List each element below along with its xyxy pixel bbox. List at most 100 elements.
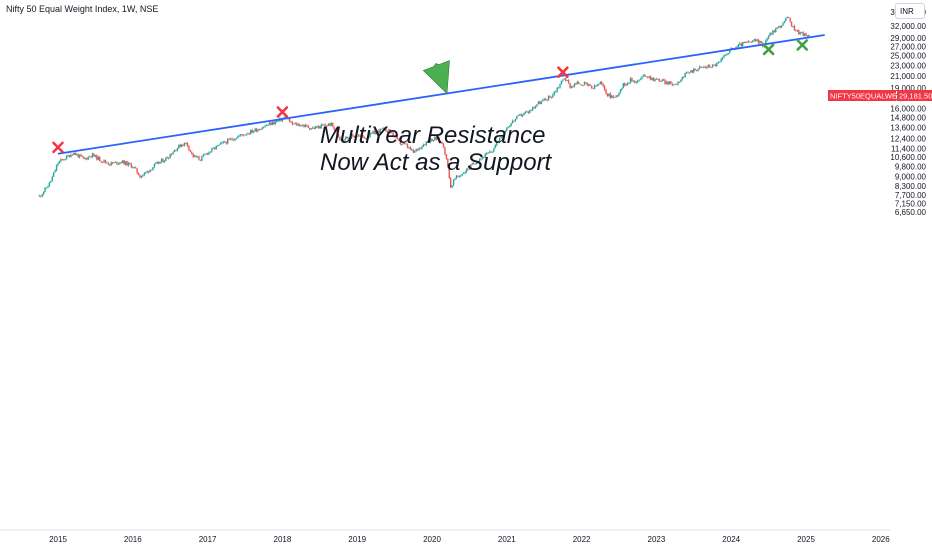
candle-body — [314, 126, 317, 129]
candle-body — [530, 110, 532, 112]
candle-body — [688, 72, 691, 74]
candle-body — [88, 156, 91, 158]
candle-body — [485, 153, 488, 155]
candle-body — [739, 43, 741, 45]
candle-body — [736, 46, 738, 48]
candle-body — [206, 153, 209, 155]
candle-body — [270, 122, 272, 125]
candle-body — [214, 147, 216, 150]
candle-body — [166, 157, 169, 159]
candle-body — [188, 145, 190, 150]
candle-body — [245, 134, 248, 136]
candle-body — [260, 129, 262, 131]
candle-body — [225, 142, 227, 144]
candle-body — [323, 124, 325, 126]
candle-body — [434, 137, 436, 140]
candle-body — [533, 107, 535, 108]
candle-body — [211, 148, 213, 152]
y-tick-label: 16,000.00 — [890, 104, 926, 113]
candle-body — [365, 138, 367, 140]
candle-body — [637, 80, 639, 82]
candle-body — [671, 83, 673, 86]
candle-body — [317, 126, 320, 128]
candle-body — [162, 159, 164, 163]
candle-body — [798, 30, 800, 35]
candle-body — [470, 164, 472, 169]
candle-body — [375, 131, 377, 135]
candle-body — [237, 136, 239, 139]
candle-body — [516, 116, 518, 119]
candle-body — [803, 33, 806, 36]
candle-body — [616, 95, 619, 97]
candle-body — [242, 134, 245, 136]
candle-body — [698, 66, 701, 69]
candle-body — [238, 135, 240, 137]
x-tick-label: 2017 — [199, 535, 217, 544]
candle-body — [68, 155, 71, 158]
candle-body — [605, 89, 607, 94]
candle-body — [717, 62, 719, 63]
candle-body — [555, 91, 557, 93]
candle-body — [147, 171, 150, 173]
candle-body — [71, 154, 74, 156]
candle-body — [468, 168, 471, 170]
candle-body — [126, 161, 128, 166]
candle-body — [752, 40, 754, 43]
candle-body — [743, 42, 745, 43]
y-tick-label: 10,600.00 — [890, 153, 926, 162]
candle-body — [721, 57, 724, 60]
currency-selector[interactable]: INR — [895, 3, 925, 19]
candle-body — [178, 144, 180, 149]
candle-body — [156, 161, 158, 163]
candle-body — [501, 135, 504, 138]
candle-body — [306, 124, 308, 126]
candle-body — [370, 133, 373, 134]
candle-body — [196, 156, 199, 158]
resistance-trendline[interactable] — [57, 34, 825, 155]
candle-body — [150, 169, 153, 171]
candle-body — [424, 144, 426, 146]
y-tick-label: 9,000.00 — [895, 172, 927, 181]
candle-body — [683, 76, 685, 78]
candle-body — [389, 129, 391, 133]
candle-body — [585, 82, 587, 83]
candle-body — [567, 80, 570, 84]
y-tick-label: 21,000.00 — [890, 72, 926, 81]
candle-body — [231, 138, 233, 140]
y-tick-label: 8,300.00 — [895, 182, 927, 191]
candle-body — [120, 162, 122, 164]
candle-body — [422, 144, 425, 147]
candle-body — [287, 118, 289, 120]
candle-body — [418, 147, 420, 151]
candle-body — [76, 154, 78, 155]
candle-body — [596, 84, 599, 87]
candle-body — [326, 125, 328, 127]
candle-body — [402, 143, 404, 145]
candle-body — [716, 62, 718, 66]
x-tick-label: 2023 — [648, 535, 666, 544]
candle-body — [438, 138, 440, 143]
candle-body — [621, 88, 623, 90]
candle-body — [157, 161, 160, 164]
candle-body — [103, 160, 105, 163]
candle-body — [527, 111, 530, 113]
candle-body — [718, 61, 721, 63]
candle-body — [288, 118, 291, 122]
candle-body — [330, 122, 333, 126]
candle-body — [657, 78, 659, 80]
candle-body — [471, 163, 473, 165]
candle-body — [399, 140, 402, 145]
candle-body — [729, 48, 731, 53]
candle-body — [294, 123, 297, 125]
candle-body — [662, 79, 665, 81]
candle-body — [572, 86, 574, 88]
candle-body — [475, 162, 478, 165]
candle-body — [460, 175, 462, 177]
candle-body — [629, 78, 632, 83]
candle-body — [458, 175, 461, 177]
candle-body — [96, 154, 98, 160]
candle-body — [398, 139, 400, 141]
candle-body — [608, 93, 610, 96]
